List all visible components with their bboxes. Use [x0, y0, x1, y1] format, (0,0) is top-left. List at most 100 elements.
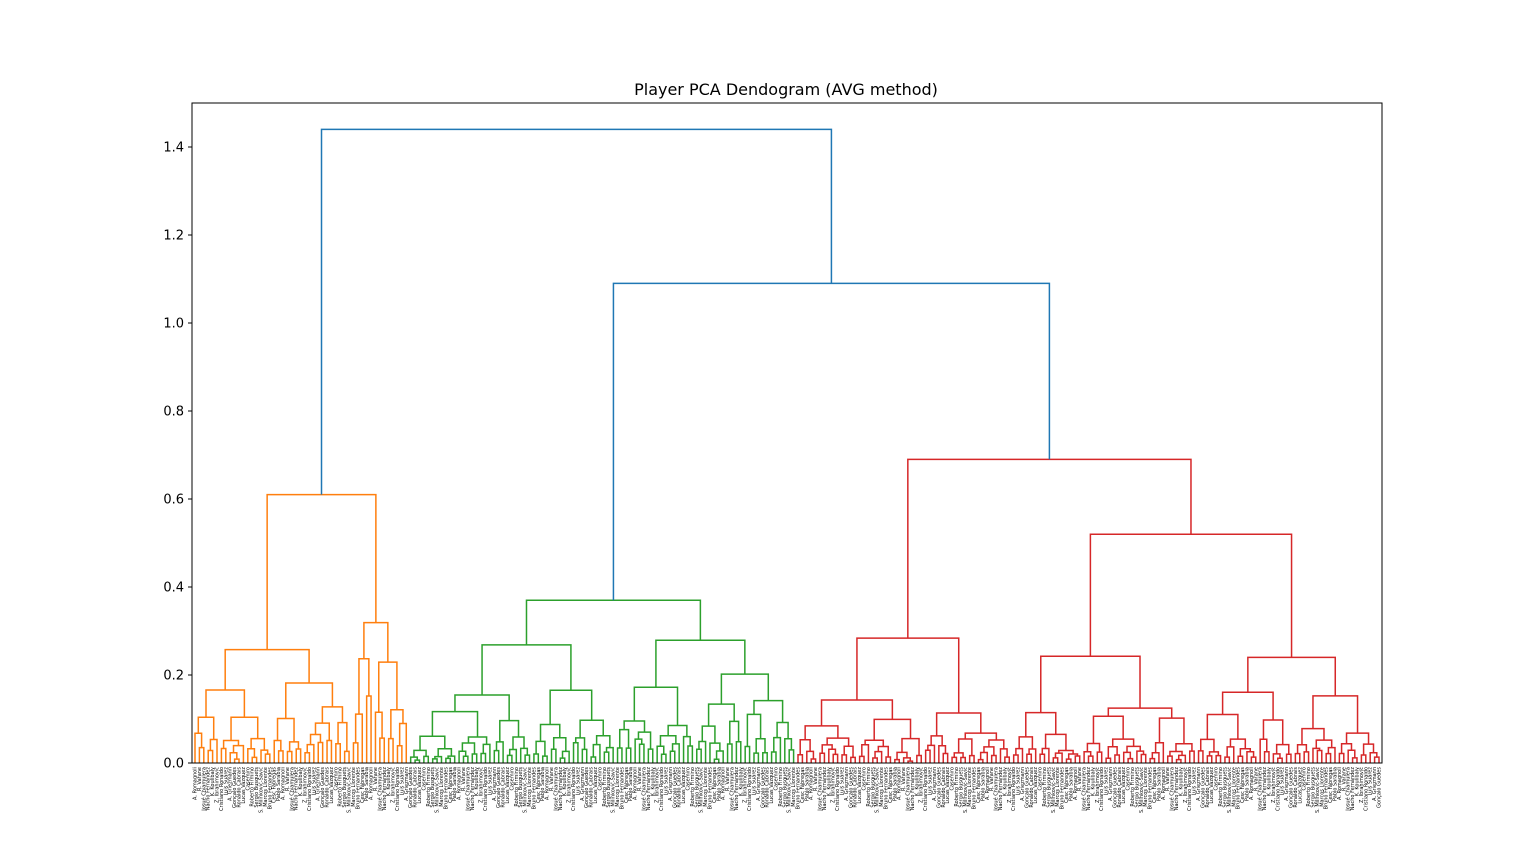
leaf-label: K. Koulibaly — [1002, 767, 1008, 796]
leaf-label: K. Koulibaly — [562, 767, 568, 796]
leaf-label: Cesc Fàbregas — [1063, 767, 1070, 803]
dendrogram-link — [590, 756, 597, 763]
dendrogram-link — [512, 736, 525, 750]
leaf-label: Casemiro — [421, 767, 427, 791]
dendrogram-link — [499, 719, 520, 742]
dendrogram-link — [603, 751, 610, 763]
dendrogram-link — [861, 744, 870, 763]
leaf-label: Cesc Fàbregas — [447, 767, 454, 803]
leaf-label: Josué Chiamulera — [376, 767, 383, 812]
leaf-label: Roberto Firmino — [1218, 767, 1224, 807]
dendrogram-link — [828, 748, 837, 763]
dendrogram-link — [1136, 750, 1145, 763]
dendrogram-link — [1275, 743, 1290, 755]
dendrogram-link — [999, 748, 1008, 763]
dendrogram-link — [1247, 656, 1337, 696]
dendrogram-link — [387, 737, 394, 763]
leaf-label: Sergio Busquets — [870, 767, 876, 808]
dendrogram-link — [209, 738, 218, 763]
dendrogram-link — [549, 689, 593, 725]
dendrogram-link — [799, 738, 811, 755]
dendrogram-link — [285, 682, 334, 719]
dendrogram-link — [1018, 736, 1034, 750]
dendrogram-link — [480, 752, 487, 763]
dendrogram-link — [729, 720, 740, 745]
dendrogram-link — [1015, 747, 1024, 763]
leaf-label: Luis Suárez — [750, 767, 757, 796]
dendrogram-link — [726, 743, 733, 763]
dendrogram-link — [288, 741, 300, 752]
leaf-label: K. Koulibaly — [1266, 767, 1272, 796]
dendrogram-link — [1237, 755, 1244, 763]
dendrogram-link — [304, 751, 311, 763]
leaf-label: Cesc Fàbregas — [535, 767, 542, 803]
dendrogram-link — [1065, 758, 1072, 763]
dendrogram-link — [1303, 751, 1310, 763]
dendrogram-link — [902, 757, 911, 763]
leaf-label: Roberto Firmino — [338, 767, 344, 807]
leaf-label: Josué Chiamulera — [993, 767, 1000, 812]
leaf-label: Luis Suárez — [1191, 767, 1198, 796]
dendrogram-link — [352, 742, 359, 763]
dendrogram-link — [1325, 752, 1332, 763]
leaf-label: A. Griezmann — [404, 767, 410, 801]
dendrogram-link — [832, 753, 839, 763]
leaf-label: K. Koulibaly — [1090, 767, 1096, 796]
dendrogram-link — [1105, 757, 1112, 763]
leaf-label: Roberto Firmino — [1306, 767, 1312, 807]
leaf-label: Casemiro — [862, 767, 868, 791]
leaf-label: Josué Chiamulera — [552, 767, 559, 812]
dendrogram-link — [1312, 695, 1359, 734]
leaf-label: Cesc Fàbregas — [711, 767, 718, 803]
leaf-label: Ronaldo Cabrais — [413, 767, 419, 808]
dendrogram-link — [1151, 751, 1160, 763]
leaf-label: Nacho Fernández — [909, 767, 916, 811]
dendrogram-link — [220, 747, 227, 763]
leaf-label: Pablo Sarabia — [716, 767, 722, 801]
dendrogram-link — [1158, 717, 1185, 744]
leaf-label: Cristiano Ronaldo — [923, 767, 929, 811]
leaf-label: Z. Ibrahimović — [478, 767, 485, 803]
leaf-label: K. Koulibaly — [914, 767, 920, 796]
dendrogram-link — [843, 745, 854, 758]
leaf-label: Cristiano Ronaldo — [1187, 767, 1193, 811]
leaf-label: A. Griezmann — [1108, 767, 1114, 801]
leaf-label: Ronaldo Cabrais — [853, 767, 859, 808]
dendrogram-link — [525, 599, 702, 645]
leaf-label: Roberto Firmino — [250, 767, 256, 807]
dendrogram-link — [1025, 711, 1057, 737]
leaf-label: Z. Ibrahimović — [654, 767, 661, 803]
dendrogram-link — [1074, 755, 1081, 763]
dendrogram-link — [820, 699, 894, 726]
dendrogram-link — [990, 754, 997, 763]
dendrogram-link — [1206, 713, 1239, 740]
leaf-label: Luis Suárez — [222, 767, 229, 796]
dendrogram-link — [753, 752, 760, 763]
leaf-label: Gonçalo Guedes — [320, 767, 326, 808]
leaf-label: Ronaldo Cabrais — [1293, 767, 1299, 808]
leaf-label: Ronaldo Cabrais — [765, 767, 771, 808]
leaf-label: K. Koulibaly — [738, 767, 744, 796]
dendrogram-link — [788, 749, 795, 763]
dendrogram-link — [550, 748, 557, 763]
dendrogram-link — [363, 621, 389, 663]
leaf-label: Cesc Fàbregas — [1327, 767, 1334, 803]
leaf-label: Marcos Llorente — [1055, 767, 1061, 807]
dendrogram-link — [326, 739, 333, 763]
dendrogram-link — [894, 758, 900, 763]
leaf-label: Josué Chiamulera — [1257, 767, 1264, 812]
leaf-label: Gonçalo Guedes — [848, 767, 854, 808]
leaf-label: Lucas Vázquez — [504, 767, 511, 804]
leaf-label: Marcos Llorente — [791, 767, 797, 807]
leaf-label: Sergio Busquets — [958, 767, 964, 808]
dendrogram-link — [458, 750, 467, 763]
leaf-label: Luis Suárez — [662, 767, 669, 796]
leaf-label: Cesc Fàbregas — [359, 767, 366, 803]
leaf-label: Cesc Fàbregas — [623, 767, 630, 803]
leaf-label: R. Varane — [725, 767, 731, 791]
dendrogram-link — [266, 493, 377, 650]
dendrogram-link — [561, 750, 570, 763]
leaf-label: Roberto Firmino — [602, 767, 608, 807]
leaf-label: A. Romagnoli — [1249, 767, 1255, 800]
leaf-label: Cristiano Ronaldo — [395, 767, 401, 811]
